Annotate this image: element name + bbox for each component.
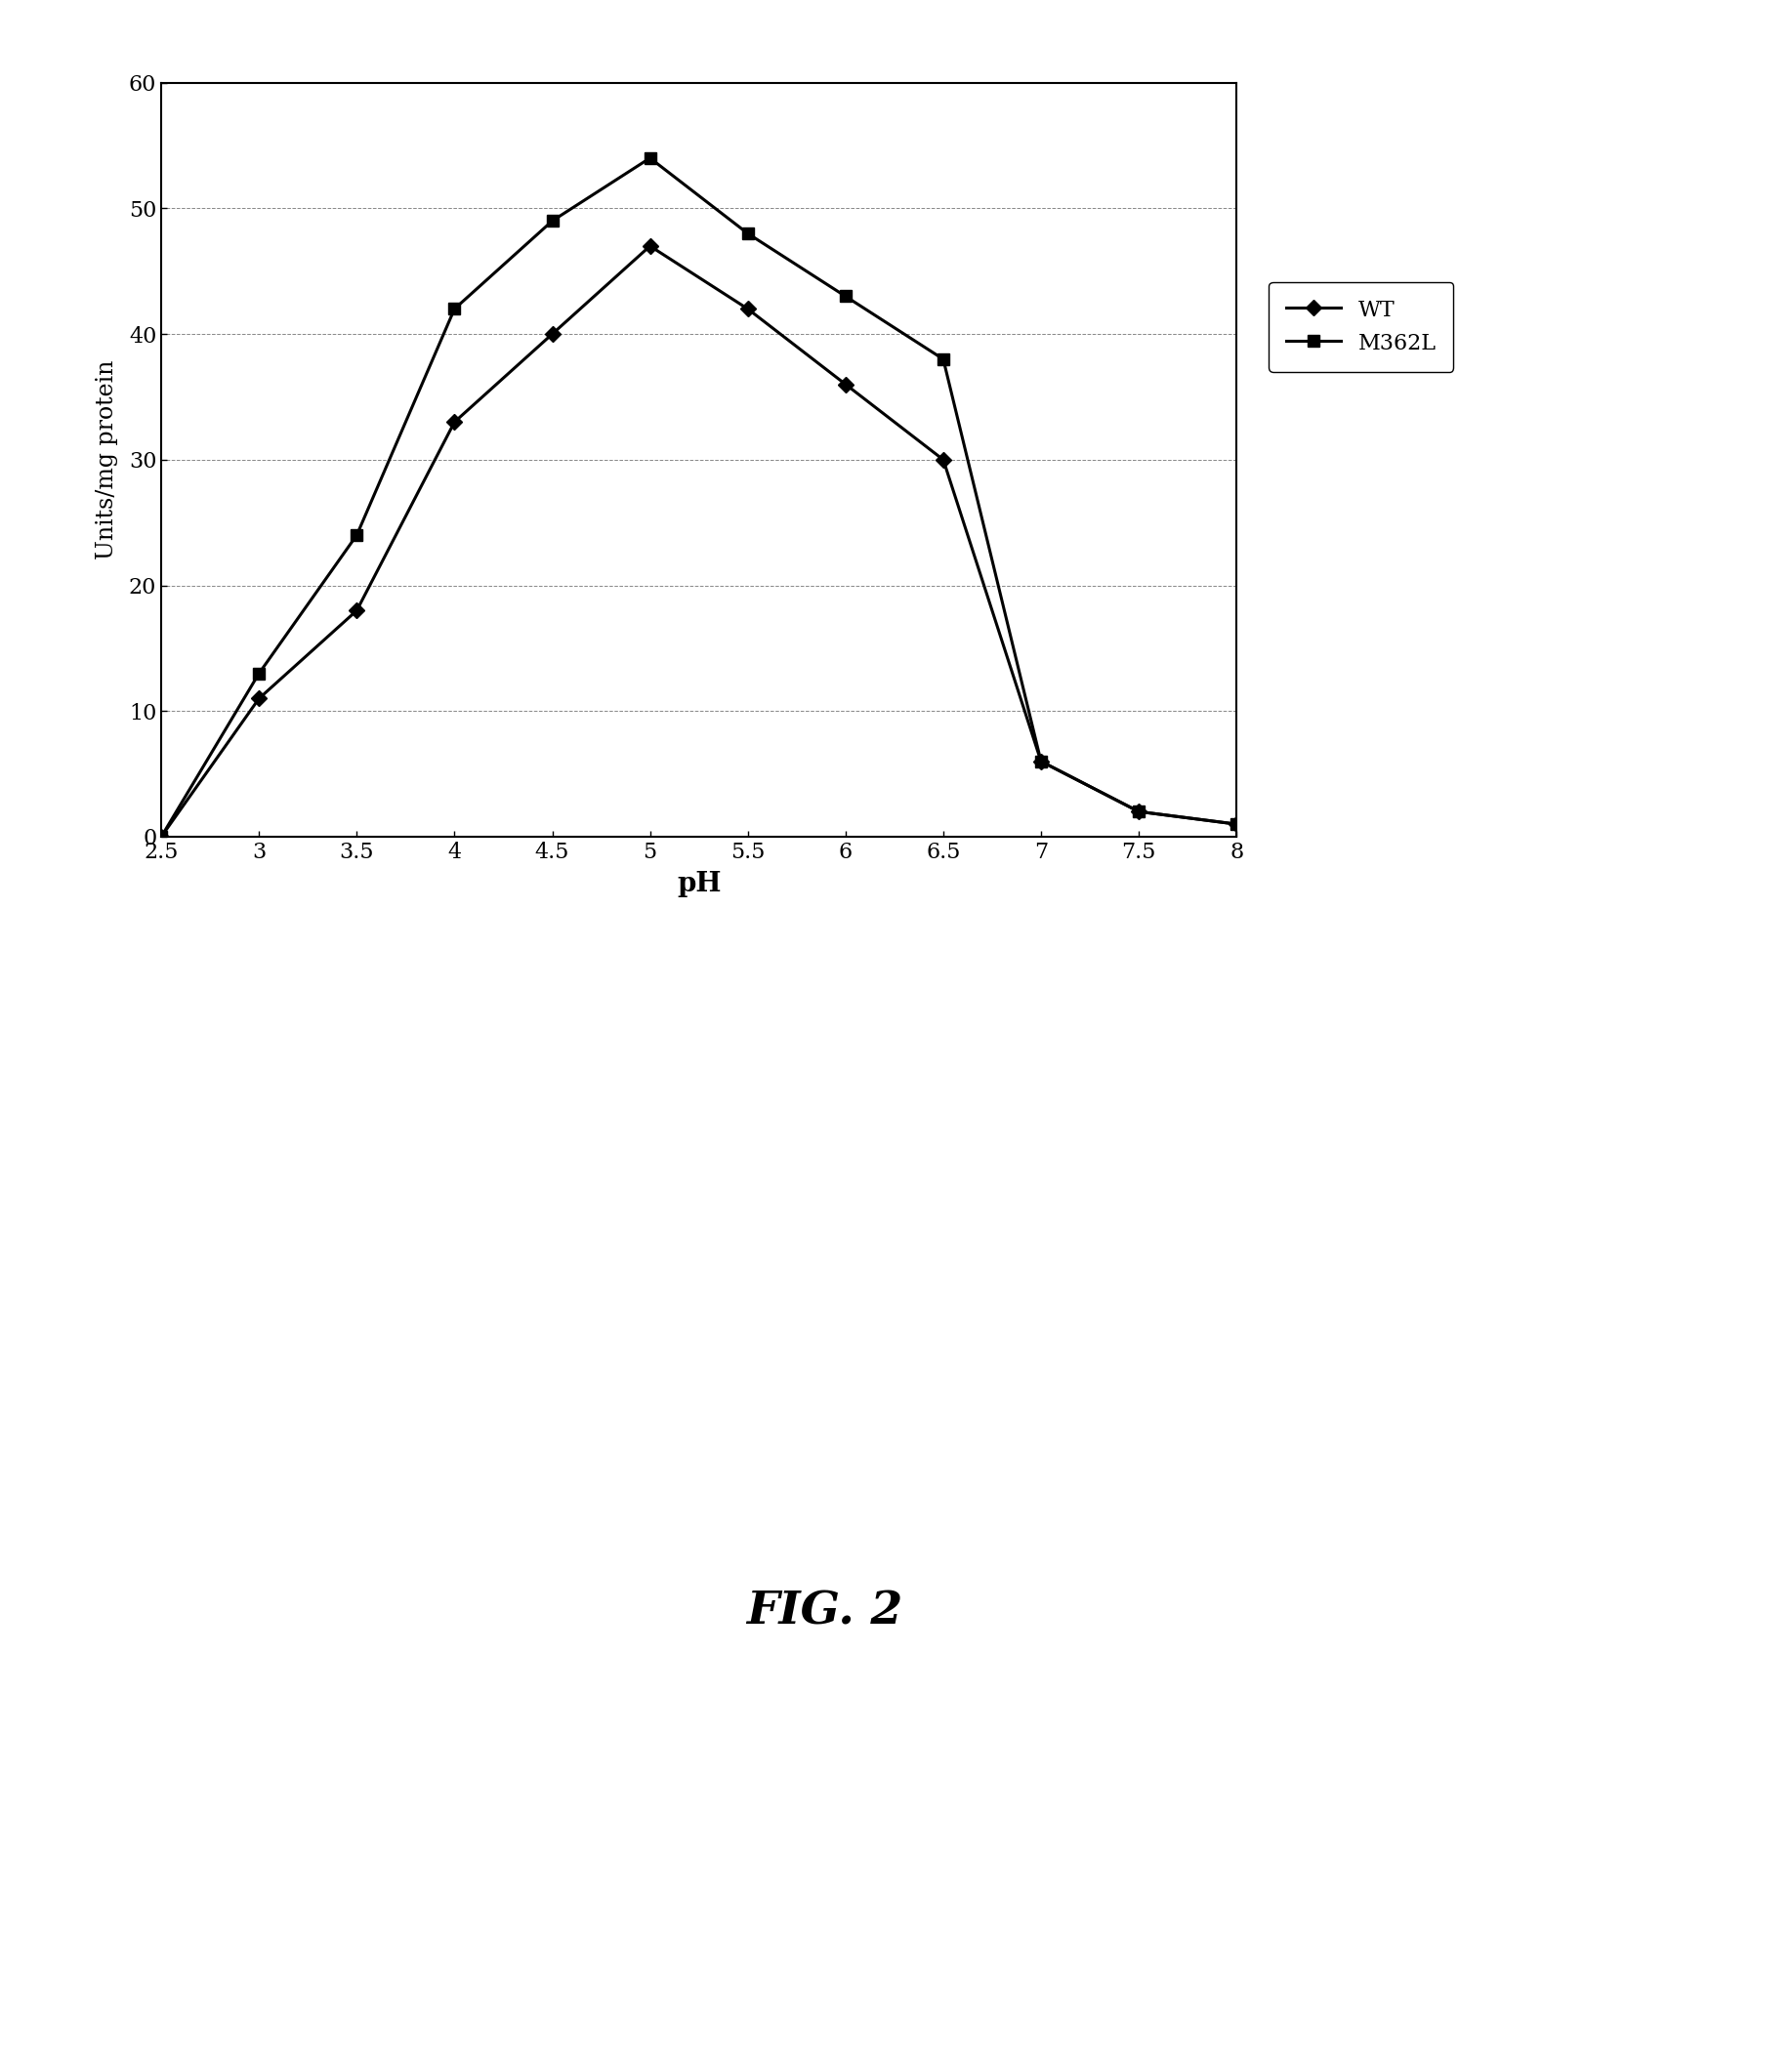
X-axis label: pH: pH xyxy=(677,872,720,897)
WT xyxy=(346,599,367,624)
Line: M362L: M362L xyxy=(156,153,1242,843)
WT xyxy=(640,233,661,258)
WT xyxy=(151,824,172,849)
M362L xyxy=(151,824,172,849)
M362L xyxy=(932,347,953,372)
WT xyxy=(932,446,953,471)
M362L xyxy=(444,298,466,322)
M362L xyxy=(640,147,661,171)
WT xyxy=(1226,812,1247,837)
M362L xyxy=(737,221,758,246)
Y-axis label: Units/mg protein: Units/mg protein xyxy=(95,359,118,560)
M362L xyxy=(249,661,271,686)
WT xyxy=(444,409,466,434)
M362L xyxy=(835,283,857,308)
M362L xyxy=(1030,750,1052,775)
M362L xyxy=(346,523,367,547)
WT xyxy=(1127,800,1149,824)
WT xyxy=(835,372,857,397)
WT xyxy=(249,686,271,711)
M362L xyxy=(1127,800,1149,824)
Text: FIG. 2: FIG. 2 xyxy=(745,1589,903,1634)
Line: WT: WT xyxy=(156,240,1242,843)
WT xyxy=(737,298,758,322)
Legend: WT, M362L: WT, M362L xyxy=(1269,283,1453,372)
M362L xyxy=(541,209,563,233)
WT xyxy=(1030,750,1052,775)
WT xyxy=(541,322,563,347)
M362L xyxy=(1226,812,1247,837)
